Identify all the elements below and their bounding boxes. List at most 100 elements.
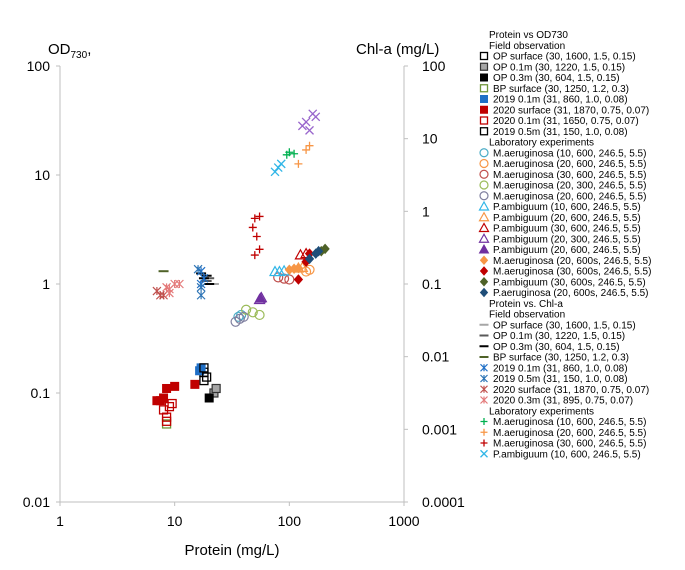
legend-header-od: Protein vs OD730: [489, 30, 568, 41]
legend-entry: P.ambiguum (10, 600, 246.5, 5.5): [493, 202, 641, 213]
data-point: [170, 279, 180, 289]
legend-subheader-field: Field observation: [489, 310, 565, 321]
data-point: [276, 159, 286, 169]
legend-entry: M.aeruginosa (30, 600, 246.5, 5.5): [493, 439, 646, 450]
x-tick-label: 10: [167, 513, 183, 529]
data-point: [252, 232, 261, 241]
tick-labels: 1 10 100 1000 0.01 0.1 1 10 100 0.0001 0.001 0.01 0.…: [23, 58, 465, 529]
y-left-tick-label: 0.01: [23, 494, 50, 510]
legend-entry: M.aeruginosa (30, 600s, 246.5, 5.5): [493, 267, 651, 278]
y-axis-left-label-base: OD: [48, 41, 71, 58]
data-point: [196, 290, 206, 300]
legend-entry: P.aeruginosa (20, 600s, 246.5, 5.5): [493, 288, 648, 299]
data-point: [290, 149, 299, 158]
data-point: [190, 379, 200, 389]
data-point: [304, 264, 315, 275]
y-right-tick-label: 0.01: [422, 349, 449, 365]
legend-entry: M.aeruginosa (20, 600s, 246.5, 5.5): [493, 256, 651, 267]
legend-header-chl: Protein vs. Chl-a: [489, 299, 563, 310]
y-right-tick-label: 0.001: [422, 421, 457, 437]
legend-subheader-lab: Laboratory experiments: [489, 406, 594, 417]
legend-marker: [479, 84, 489, 93]
legend-marker: [480, 73, 488, 82]
legend-entry: M.aeruginosa (10, 600, 246.5, 5.5): [493, 417, 646, 428]
y-right-tick-label: 1: [422, 203, 430, 219]
x-tick-label: 100: [278, 513, 302, 529]
data-point: [162, 383, 172, 393]
data-point: [304, 253, 315, 265]
data-point: [313, 245, 324, 257]
legend-marker: [478, 243, 490, 254]
data-point: [311, 112, 321, 122]
data-point: [196, 282, 206, 292]
legend-marker: [480, 428, 488, 436]
y-left-tick-label: 100: [27, 58, 51, 74]
data-point: [255, 245, 264, 254]
x-tick-label: 1: [56, 513, 64, 529]
y-left-tick-label: 1: [42, 276, 50, 292]
y-right-tick-label: 0.0001: [422, 494, 465, 510]
legend-marker: [478, 222, 490, 233]
data-point: [248, 223, 257, 232]
legend-entry: OP surface (30, 1600, 1.5, 0.15): [493, 320, 636, 331]
data-point: [250, 251, 259, 260]
data-point: [233, 311, 244, 322]
y-left-tick-label: 0.1: [31, 385, 51, 401]
y-axis-left-label-sub: 730: [71, 50, 88, 61]
legend-entry: P.ambiguum (20, 300, 246.5, 5.5): [493, 234, 641, 245]
legend-entry: 2020 0.3m (31, 895, 0.75, 0.07): [493, 396, 633, 407]
legend-entry: BP surface (30, 1250, 1.2, 0.3): [493, 84, 629, 95]
legend-entry: 2019 0.5m (31, 150, 1.0, 0.08): [493, 374, 628, 385]
legend-marker: [479, 276, 489, 287]
legend-entry: 2020 surface (31, 1870, 0.75, 0.07): [493, 105, 649, 116]
legend-marker: [478, 233, 490, 243]
legend-entry: 2019 0.5m (31, 150, 1.0, 0.08): [493, 127, 628, 138]
legend-entry: OP surface (30, 1600, 1.5, 0.15): [493, 52, 636, 63]
data-point: [174, 279, 184, 289]
legend-marker: [479, 180, 489, 190]
data-point: [164, 401, 175, 412]
legend-marker: [479, 266, 489, 276]
data-point: [293, 274, 304, 285]
data-point: [301, 117, 311, 127]
legend-marker: [479, 158, 489, 169]
legend-subheader-field: Field observation: [489, 41, 565, 52]
legend-marker: [480, 418, 488, 425]
x-tick-label: 1000: [388, 513, 419, 529]
data-point: [201, 372, 212, 382]
legend-entry: 2019 0.1m (31, 860, 1.0, 0.08): [493, 95, 628, 106]
data-point: [159, 393, 169, 403]
legend-marker: [480, 396, 488, 404]
legend-entry: 2020 0.1m (31, 1650, 0.75, 0.07): [493, 116, 639, 127]
legend-entry: M.aeruginosa (20, 600, 246.5, 5.5): [493, 159, 646, 170]
legend-marker: [479, 287, 489, 298]
legend-entry: M.aeruginosa (20, 300, 246.5, 5.5): [493, 181, 646, 192]
legend-entry: P.ambiguum (30, 600, 246.5, 5.5): [493, 224, 641, 235]
legend-marker: [480, 363, 488, 372]
data-point: [204, 393, 214, 403]
legend-marker: [480, 385, 488, 394]
legend-entry: M.aeruginosa (20, 600, 246.5, 5.5): [493, 191, 646, 202]
y-right-tick-label: 0.1: [422, 276, 442, 292]
legend-entry: P.ambiguum (10, 600, 246.5, 5.5): [493, 449, 641, 460]
data-point: [193, 264, 203, 274]
y-axis-left-label-suffix: ,: [87, 41, 91, 58]
legend-entry: OP 0.1m (30, 1220, 1.5, 0.15): [493, 62, 625, 73]
data-point: [241, 304, 252, 315]
legend-marker: [480, 374, 488, 383]
data-point: [250, 214, 259, 223]
legend-marker: [479, 51, 489, 61]
legend-entry: OP 0.1m (30, 1220, 1.5, 0.15): [493, 331, 625, 342]
data-point: [158, 405, 169, 415]
y-axis-left-label: OD730,: [48, 41, 91, 61]
legend-entry: 2019 0.1m (31, 860, 1.0, 0.08): [493, 363, 628, 374]
data-point: [199, 363, 209, 373]
legend-entry: P.ambiguum (30, 600s, 246.5, 5.5): [493, 277, 646, 288]
legend-marker: [480, 449, 488, 458]
legend-entry: M.aeruginosa (30, 600, 246.5, 5.5): [493, 170, 646, 181]
data-point: [305, 141, 314, 150]
legend-marker: [479, 62, 489, 71]
y-left-tick-label: 10: [34, 167, 50, 183]
